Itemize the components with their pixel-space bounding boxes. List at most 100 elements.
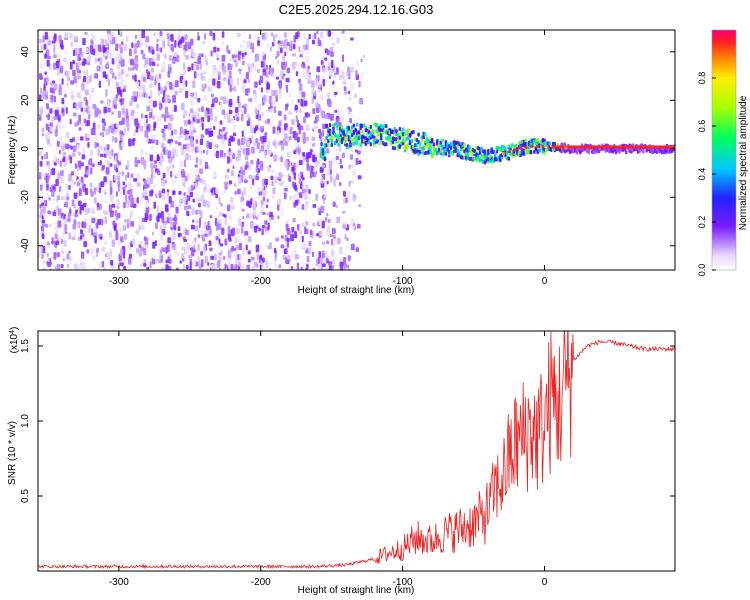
noise-blob [345, 197, 348, 204]
noise-blob [47, 175, 51, 179]
noise-blob [267, 141, 271, 148]
noise-blob [320, 257, 324, 265]
noise-blob [90, 246, 95, 255]
noise-blob [117, 110, 121, 119]
signal-cell [528, 145, 531, 150]
noise-blob [55, 240, 59, 246]
noise-blob [257, 187, 261, 192]
signal-cell [323, 151, 327, 156]
noise-blob [53, 35, 57, 42]
noise-blob [129, 188, 133, 197]
noise-blob [79, 136, 84, 141]
noise-blob [136, 182, 141, 188]
noise-blob [126, 108, 129, 117]
noise-blob [241, 208, 245, 212]
noise-blob [358, 203, 362, 208]
noise-blob [134, 43, 138, 49]
noise-blob [237, 238, 242, 243]
signal-cell [493, 153, 497, 158]
noise-blob [214, 253, 217, 261]
noise-blob [146, 106, 151, 112]
noise-blob [148, 95, 151, 100]
noise-blob [40, 184, 43, 192]
noise-blob [299, 53, 303, 58]
noise-blob [60, 264, 64, 269]
noise-blob [87, 160, 91, 166]
noise-blob [104, 55, 108, 60]
noise-blob [316, 66, 321, 73]
noise-blob [103, 52, 108, 56]
noise-blob [279, 71, 282, 80]
noise-blob [155, 139, 159, 146]
noise-blob [116, 159, 119, 163]
noise-blob [352, 197, 356, 203]
noise-blob [169, 114, 174, 122]
noise-blob [287, 151, 292, 156]
noise-blob [96, 143, 100, 147]
noise-blob [187, 205, 192, 210]
noise-blob [121, 186, 126, 190]
signal-cell [507, 144, 511, 149]
noise-blob [241, 169, 246, 176]
noise-blob [113, 174, 117, 181]
signal-cell [478, 150, 482, 155]
noise-blob [161, 36, 165, 41]
noise-blob [64, 223, 68, 231]
noise-blob [243, 79, 247, 84]
noise-blob [48, 94, 51, 102]
signal-cell [538, 148, 541, 153]
noise-blob [232, 227, 236, 236]
noise-blob [235, 60, 238, 67]
noise-blob [249, 220, 254, 229]
noise-blob [197, 144, 200, 152]
noise-blob [197, 210, 200, 215]
noise-blob [156, 43, 159, 52]
noise-blob [264, 190, 268, 195]
noise-blob [229, 78, 234, 85]
noise-blob [136, 248, 140, 254]
noise-blob [73, 231, 76, 238]
noise-blob [60, 65, 64, 71]
noise-blob [108, 153, 112, 159]
noise-blob [224, 154, 227, 160]
noise-blob [117, 240, 121, 246]
noise-blob [151, 61, 156, 67]
noise-blob [49, 126, 53, 132]
signal-cell [553, 141, 557, 146]
noise-blob [321, 252, 326, 258]
noise-blob [271, 193, 275, 200]
noise-blob [312, 108, 316, 115]
noise-blob [95, 231, 98, 237]
noise-blob [178, 169, 181, 178]
noise-blob [231, 269, 234, 270]
noise-blob [195, 72, 199, 77]
noise-blob [198, 53, 202, 58]
x-tick-label: 0 [542, 577, 548, 588]
noise-blob [327, 92, 331, 100]
noise-blob [106, 251, 110, 260]
noise-blob [333, 258, 336, 265]
noise-blob [208, 130, 213, 138]
noise-blob [43, 83, 46, 92]
noise-blob [121, 117, 125, 125]
noise-blob [199, 168, 203, 175]
snr-line-layer [38, 331, 675, 570]
noise-blob [134, 74, 137, 82]
noise-blob [284, 187, 288, 192]
noise-blob [85, 100, 89, 106]
noise-blob [336, 175, 340, 180]
noise-blob [339, 246, 343, 255]
noise-blob [109, 39, 113, 45]
noise-blob [311, 128, 315, 132]
noise-blob [172, 57, 176, 64]
noise-blob [226, 168, 230, 173]
noise-blob [143, 248, 147, 256]
noise-blob [106, 160, 110, 167]
noise-blob [360, 58, 363, 63]
noise-blob [111, 58, 115, 65]
colorbar-frame [711, 29, 737, 271]
noise-blob [325, 240, 330, 245]
noise-blob [193, 259, 196, 266]
signal-cell [419, 141, 422, 146]
noise-blob [262, 211, 266, 216]
